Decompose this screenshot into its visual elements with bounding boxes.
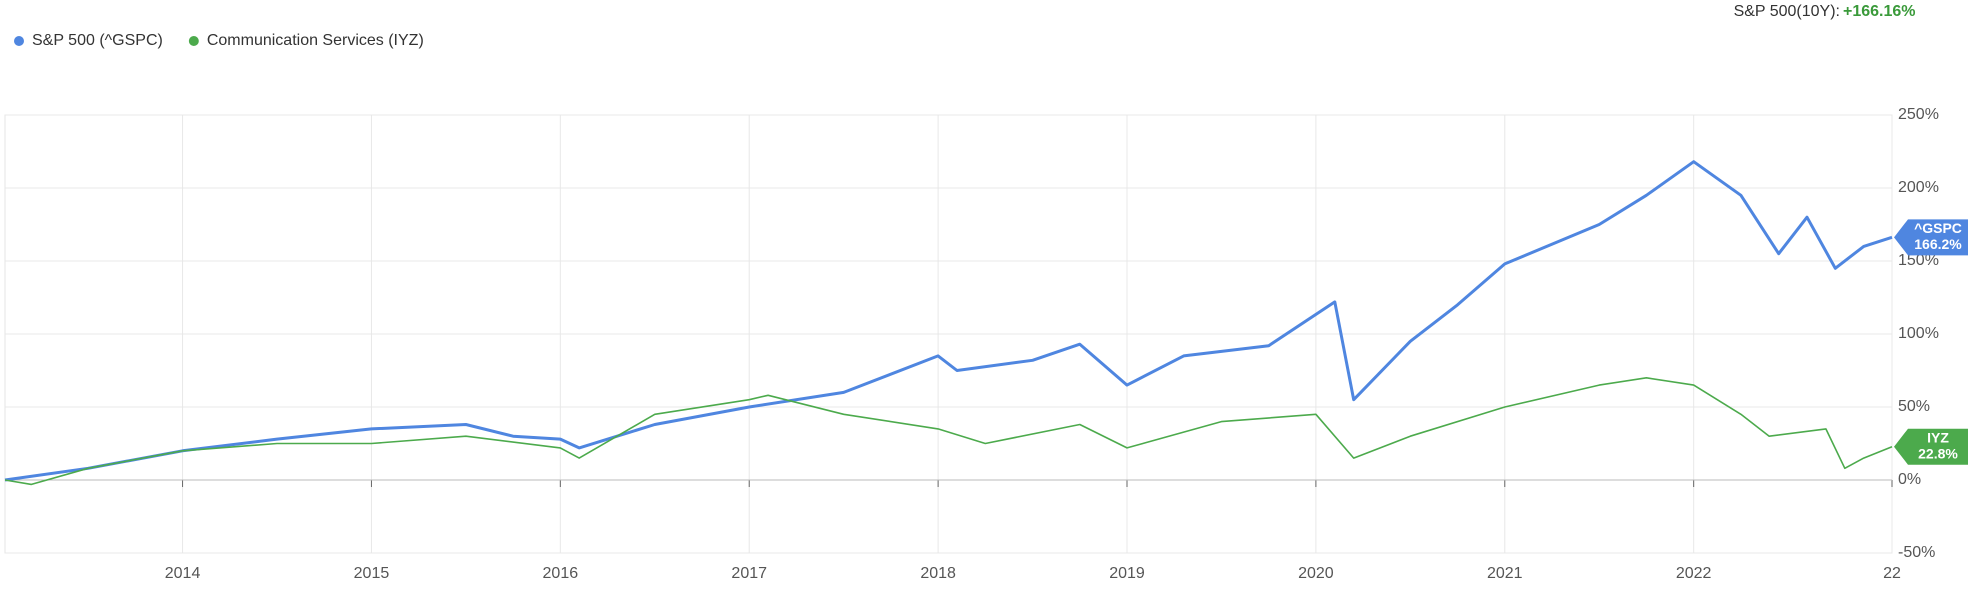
end-tag-name: IYZ: [1927, 429, 1949, 445]
y-tick-label: 0%: [1898, 471, 1921, 488]
y-tick-label: 250%: [1898, 106, 1939, 123]
header-value: +166.16%: [1843, 3, 1916, 20]
x-tick-label: 2019: [1109, 565, 1145, 582]
x-tick-label: 2018: [920, 565, 956, 582]
end-tag-value: 166.2%: [1914, 236, 1962, 252]
y-tick-label: -50%: [1898, 544, 1935, 561]
series-line: [4, 377, 1893, 486]
end-tag: [1894, 219, 1968, 256]
y-tick-label: 200%: [1898, 179, 1939, 196]
x-tick-label: 2017: [731, 565, 767, 582]
y-tick-label: 150%: [1898, 252, 1939, 269]
x-tick-label: 2014: [165, 565, 201, 582]
legend-marker: [188, 36, 199, 46]
legend-label: Communication Services (IYZ): [207, 32, 424, 49]
y-tick-label: 100%: [1898, 325, 1939, 342]
end-tag-value: 22.8%: [1918, 445, 1958, 461]
legend-marker: [14, 36, 24, 46]
x-tick-label: 2022: [1676, 565, 1712, 582]
series-line: [4, 160, 1893, 482]
y-tick-label: 50%: [1898, 398, 1930, 415]
x-tick-label: 22: [1883, 565, 1901, 582]
x-tick-label: 2021: [1487, 565, 1523, 582]
x-tick-label: 2016: [543, 565, 579, 582]
x-tick-label: 2020: [1298, 565, 1334, 582]
header-label: S&P 500(10Y):: [1734, 3, 1840, 20]
legend-label: S&P 500 (^GSPC): [32, 32, 163, 49]
end-tag-name: ^GSPC: [1914, 220, 1962, 236]
end-tag: [1894, 428, 1968, 465]
x-tick-label: 2015: [354, 565, 390, 582]
